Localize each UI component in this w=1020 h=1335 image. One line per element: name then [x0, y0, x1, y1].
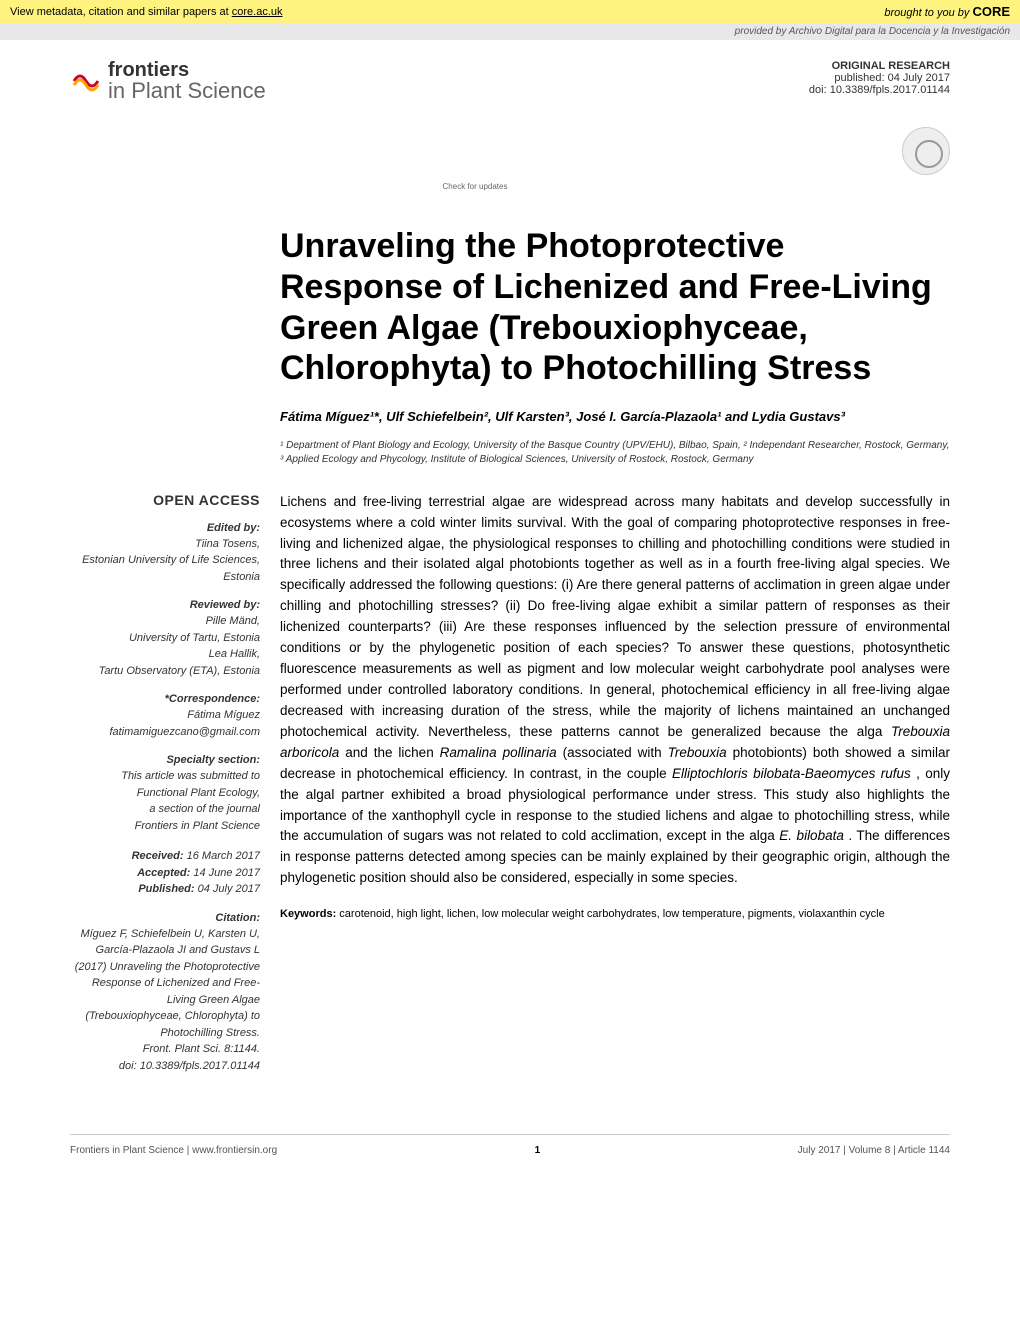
species-name: E. bilobata	[779, 828, 844, 843]
check-updates[interactable]: Check for updates	[0, 127, 1020, 191]
body-row: OPEN ACCESS Edited by: Tiina Tosens,Esto…	[70, 492, 950, 1075]
abstract-text: and the lichen	[345, 745, 439, 760]
footer: Frontiers in Plant Science | www.frontie…	[70, 1134, 950, 1176]
article-meta: ORIGINAL RESEARCH published: 04 July 201…	[809, 60, 950, 96]
header-row: frontiers in Plant Science ORIGINAL RESE…	[0, 40, 1020, 112]
species-name: Trebouxia	[668, 745, 727, 760]
logo-text: frontiers in Plant Science	[108, 60, 266, 102]
authors: Fátima Míguez¹*, Ulf Schiefelbein², Ulf …	[280, 407, 950, 427]
provided-bar: provided by Archivo Digital para la Doce…	[0, 23, 1020, 40]
affiliations: ¹ Department of Plant Biology and Ecolog…	[280, 439, 950, 467]
core-logo[interactable]: CORE	[972, 4, 1010, 19]
specialty-label: Specialty section:	[70, 754, 260, 766]
crossmark-icon[interactable]	[902, 127, 950, 175]
logo-frontiers: frontiers	[108, 60, 266, 80]
banner-right: brought to you by CORE	[884, 4, 1010, 19]
correspondence: Fátima Míguezfatimamiguezcano@gmail.com	[70, 707, 260, 740]
frontiers-icon	[70, 65, 102, 97]
keywords-label: Keywords:	[280, 908, 339, 920]
banner-text: View metadata, citation and similar pape…	[10, 6, 232, 18]
check-updates-label: Check for updates	[0, 182, 950, 191]
correspondence-label: *Correspondence:	[70, 693, 260, 705]
banner-left: View metadata, citation and similar pape…	[10, 6, 283, 18]
core-banner: View metadata, citation and similar pape…	[0, 0, 1020, 23]
article-title: Unraveling the Photoprotective Response …	[280, 226, 950, 389]
citation-label: Citation:	[70, 912, 260, 924]
dates: Received: 16 March 2017 Accepted: 14 Jun…	[70, 848, 260, 898]
keywords-list: carotenoid, high light, lichen, low mole…	[339, 908, 884, 920]
content: Unraveling the Photoprotective Response …	[0, 191, 1020, 1104]
footer-left[interactable]: Frontiers in Plant Science | www.frontie…	[70, 1145, 277, 1156]
abstract-text: (associated with	[563, 745, 668, 760]
species-name: Elliptochloris bilobata-Baeomyces rufus	[672, 766, 911, 781]
journal-logo[interactable]: frontiers in Plant Science	[70, 60, 266, 102]
edited-by-label: Edited by:	[70, 522, 260, 534]
keywords: Keywords: carotenoid, high light, lichen…	[280, 907, 950, 922]
published-date: published: 04 July 2017	[809, 72, 950, 84]
species-name: Ramalina pollinaria	[440, 745, 557, 760]
article-type: ORIGINAL RESEARCH	[809, 60, 950, 72]
brought-by-text: brought to you by	[884, 7, 972, 19]
reviewed-by-label: Reviewed by:	[70, 599, 260, 611]
page-number: 1	[535, 1145, 541, 1156]
abstract: Lichens and free-living terrestrial alga…	[280, 492, 950, 1075]
reviewed-by: Pille Mänd,University of Tartu, EstoniaL…	[70, 613, 260, 679]
footer-right: July 2017 | Volume 8 | Article 1144	[798, 1145, 950, 1156]
edited-by: Tiina Tosens,Estonian University of Life…	[70, 536, 260, 586]
specialty: This article was submitted to Functional…	[70, 768, 260, 834]
citation: Míguez F, Schiefelbein U, Karsten U, Gar…	[70, 926, 260, 1075]
abstract-text: Lichens and free-living terrestrial alga…	[280, 494, 950, 739]
sidebar: OPEN ACCESS Edited by: Tiina Tosens,Esto…	[70, 492, 260, 1075]
doi: doi: 10.3389/fpls.2017.01144	[809, 84, 950, 96]
core-link[interactable]: core.ac.uk	[232, 6, 283, 18]
logo-journal: in Plant Science	[108, 80, 266, 102]
open-access-badge: OPEN ACCESS	[70, 492, 260, 508]
